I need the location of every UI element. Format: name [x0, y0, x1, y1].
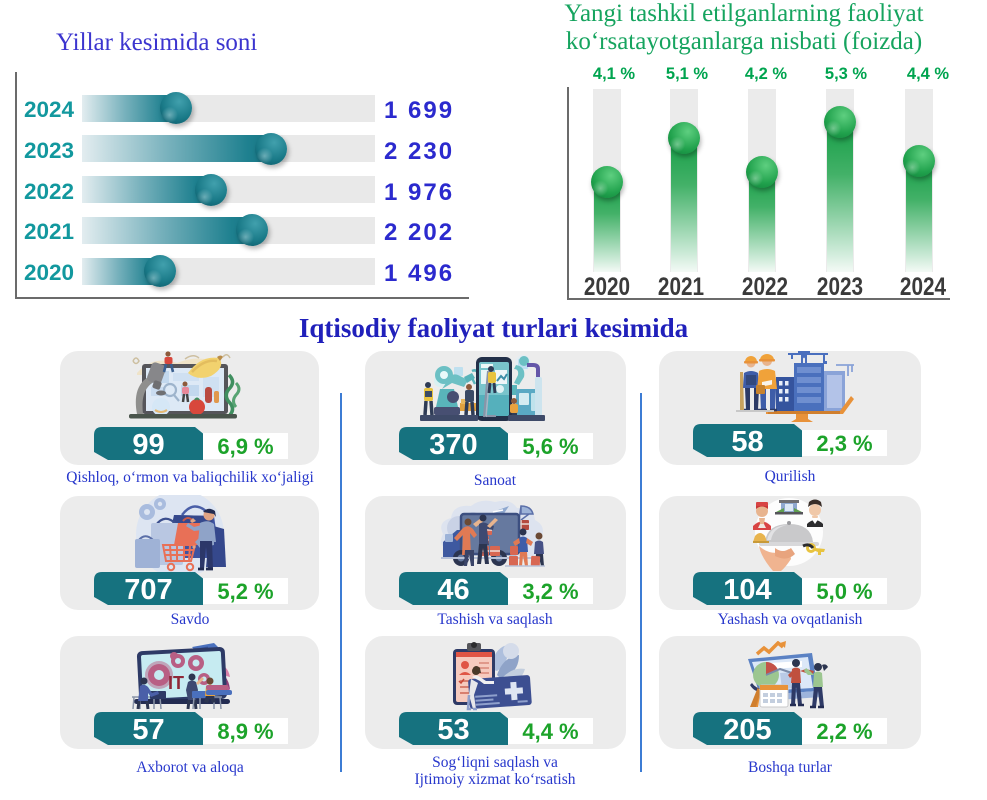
svg-text:IT: IT	[168, 673, 184, 693]
